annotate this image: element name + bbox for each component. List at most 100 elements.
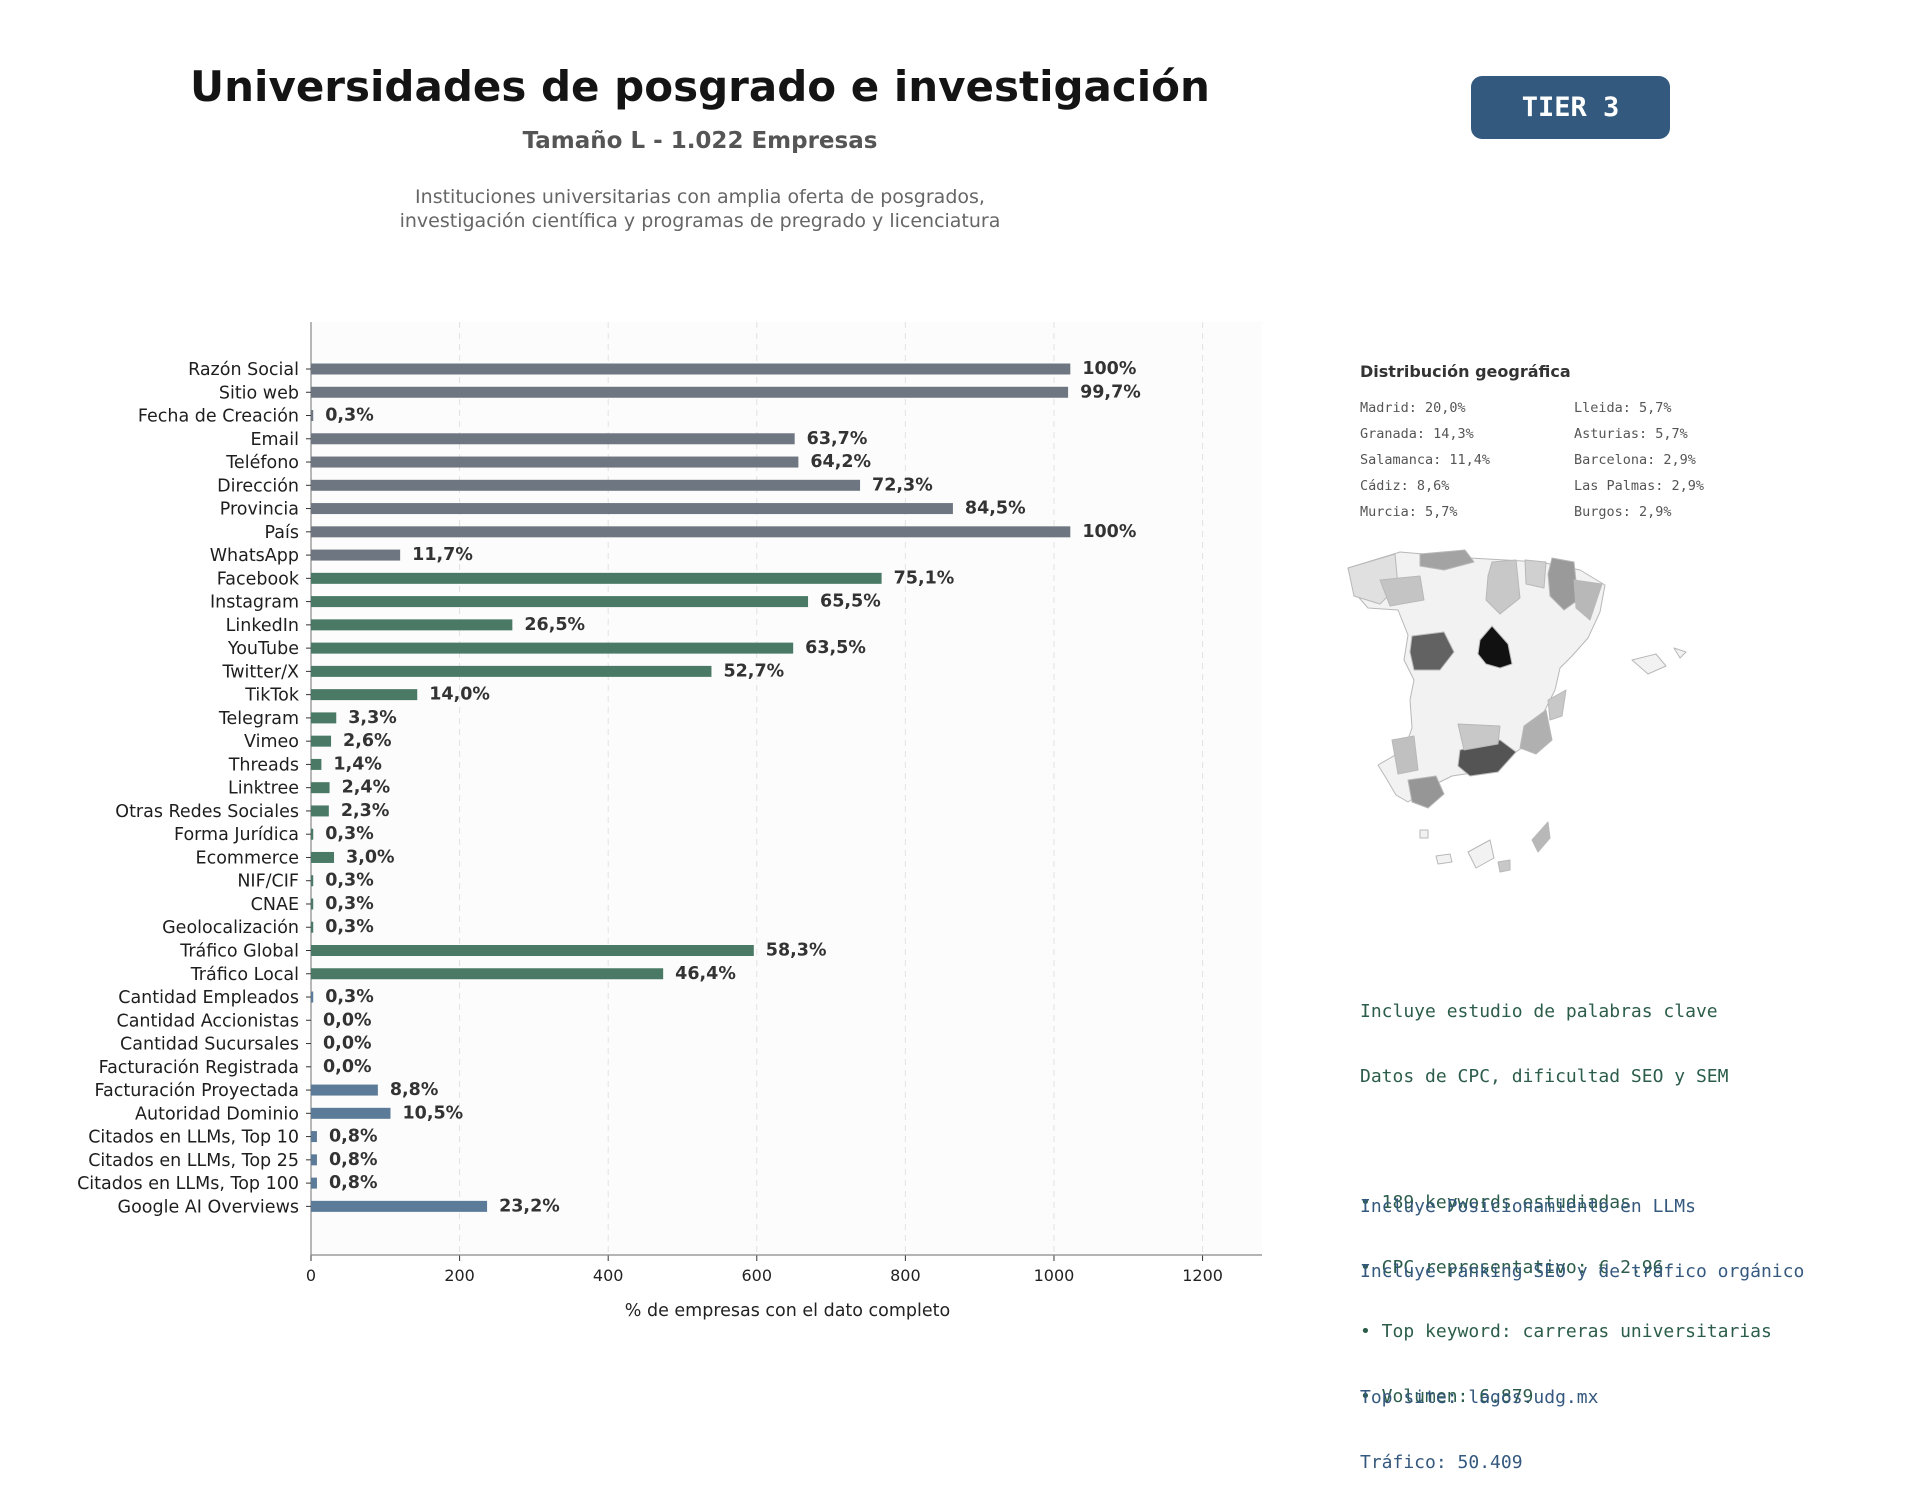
data-label: 3,0% xyxy=(346,847,395,867)
map-canary-small xyxy=(1420,830,1428,838)
category-label: Tráfico Local xyxy=(190,965,299,985)
data-label: 0,8% xyxy=(329,1127,378,1147)
map-canary-mid xyxy=(1468,840,1494,868)
map-menorca xyxy=(1674,648,1686,658)
data-label: 2,6% xyxy=(343,731,392,751)
llm-panel: Incluye Posicionamiento en LLMs Incluye … xyxy=(1360,1153,1804,1495)
bar xyxy=(311,1085,378,1096)
bar xyxy=(311,898,313,909)
data-label: 75,1% xyxy=(894,568,955,588)
geo-item: Madrid: 20,0% xyxy=(1360,400,1466,416)
bar xyxy=(311,526,1070,537)
category-label: NIF/CIF xyxy=(237,872,299,892)
x-axis-label: % de empresas con el dato completo xyxy=(625,1301,950,1321)
x-tick-label: 400 xyxy=(593,1266,624,1285)
category-label: Forma Jurídica xyxy=(174,825,299,845)
data-label: 84,5% xyxy=(965,499,1026,519)
category-label: Facturación Registrada xyxy=(99,1058,299,1078)
data-label: 100% xyxy=(1082,522,1136,542)
bar xyxy=(311,1201,487,1212)
geo-title: Distribución geográfica xyxy=(1360,362,1571,381)
bar xyxy=(311,968,663,979)
spain-map xyxy=(1340,540,1860,910)
x-tick-label: 1000 xyxy=(1034,1266,1075,1285)
data-label: 0,3% xyxy=(325,894,374,914)
bar xyxy=(311,992,313,1003)
data-label: 0,8% xyxy=(329,1173,378,1193)
category-label: Dirección xyxy=(217,476,299,496)
category-label: Autoridad Dominio xyxy=(135,1104,299,1124)
bar xyxy=(311,736,331,747)
category-label: Cantidad Empleados xyxy=(118,988,299,1008)
data-label: 72,3% xyxy=(872,475,933,495)
bar xyxy=(311,712,336,723)
bar xyxy=(311,782,330,793)
data-label: 26,5% xyxy=(524,615,585,635)
data-label: 0,3% xyxy=(325,406,374,426)
category-label: CNAE xyxy=(251,895,299,915)
bar xyxy=(311,480,860,491)
data-label: 0,0% xyxy=(323,1034,372,1054)
data-label: 11,7% xyxy=(412,545,473,565)
map-region-cadiz xyxy=(1408,776,1444,808)
category-label: Cantidad Sucursales xyxy=(120,1035,299,1055)
data-label: 1,4% xyxy=(333,754,382,774)
bar xyxy=(311,829,313,840)
bar xyxy=(311,596,808,607)
bar xyxy=(311,573,882,584)
data-label: 64,2% xyxy=(810,452,871,472)
category-label: Citados en LLMs, Top 100 xyxy=(77,1174,299,1194)
x-tick-label: 600 xyxy=(742,1266,773,1285)
keywords-line: Datos de CPC, dificultad SEO y SEM xyxy=(1360,1066,1772,1088)
data-label: 8,8% xyxy=(390,1080,439,1100)
bar xyxy=(311,875,313,886)
llm-line: Incluye Posicionamiento en LLMs xyxy=(1360,1196,1804,1218)
bar xyxy=(311,945,754,956)
bar xyxy=(311,619,512,630)
geo-item: Asturias: 5,7% xyxy=(1574,426,1688,442)
geo-item: Las Palmas: 2,9% xyxy=(1574,478,1704,494)
data-label: 58,3% xyxy=(766,941,827,961)
category-label: Otras Redes Sociales xyxy=(115,802,299,822)
llm-traffic: Tráfico: 50.409 xyxy=(1360,1452,1804,1474)
category-label: Threads xyxy=(228,755,299,775)
geo-item: Salamanca: 11,4% xyxy=(1360,452,1490,468)
bar xyxy=(311,689,417,700)
category-label: Fecha de Creación xyxy=(138,407,299,427)
data-label: 0,0% xyxy=(323,1057,372,1077)
data-label: 52,7% xyxy=(723,661,784,681)
x-tick-label: 1200 xyxy=(1182,1266,1223,1285)
data-label: 0,3% xyxy=(325,917,374,937)
bar xyxy=(311,759,321,770)
category-label: Citados en LLMs, Top 25 xyxy=(88,1151,299,1171)
category-label: Geolocalización xyxy=(162,918,299,938)
tier-badge: TIER 3 xyxy=(1471,76,1670,139)
category-label: Instagram xyxy=(210,593,299,613)
map-canary-west xyxy=(1436,854,1452,864)
category-label: Teléfono xyxy=(225,453,299,473)
llm-line: Incluye ranking SEO y de tráfico orgánic… xyxy=(1360,1261,1804,1283)
data-label: 63,7% xyxy=(807,429,868,449)
category-label: Razón Social xyxy=(188,360,299,380)
category-label: WhatsApp xyxy=(210,546,299,566)
map-balearic-islands xyxy=(1632,654,1666,674)
bar xyxy=(311,433,795,444)
geo-item: Cádiz: 8,6% xyxy=(1360,478,1449,494)
category-label: Email xyxy=(250,430,299,450)
bar xyxy=(311,1154,317,1165)
category-label: Ecommerce xyxy=(196,848,299,868)
data-label: 100% xyxy=(1082,359,1136,379)
data-label: 3,3% xyxy=(348,708,397,728)
category-label: Sitio web xyxy=(219,383,299,403)
bar xyxy=(311,922,313,933)
map-canary-gran xyxy=(1498,860,1510,872)
category-label: Google AI Overviews xyxy=(118,1197,299,1217)
bar xyxy=(311,1108,390,1119)
bar xyxy=(311,410,313,421)
llm-top-site: Top site: lagos.udg.mx xyxy=(1360,1387,1804,1409)
category-label: Telegram xyxy=(218,709,299,729)
bar xyxy=(311,805,329,816)
category-label: Citados en LLMs, Top 10 xyxy=(88,1128,299,1148)
data-label: 65,5% xyxy=(820,592,881,612)
bar xyxy=(311,550,400,561)
